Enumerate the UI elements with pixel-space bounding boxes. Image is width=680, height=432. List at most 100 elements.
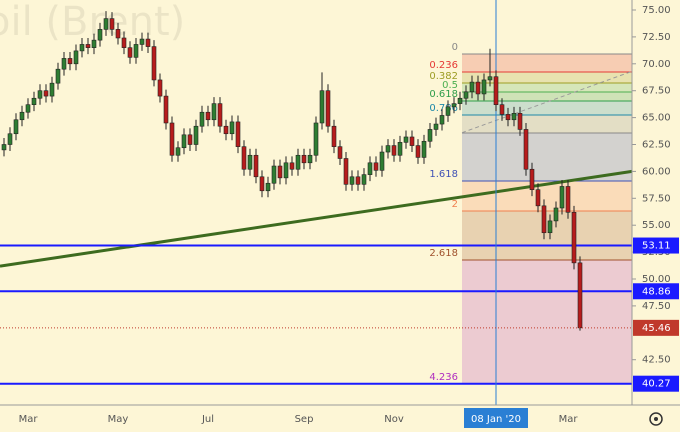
candle-body (25, 104, 31, 113)
candle-body (355, 176, 361, 185)
gear-center[interactable] (654, 417, 658, 421)
candle-body (133, 44, 139, 58)
candle-body (451, 103, 457, 108)
candle-body (337, 146, 343, 159)
candle-body (85, 44, 91, 48)
candle-body (307, 154, 313, 164)
candle-body (283, 162, 289, 179)
fib-label: 0.618 (429, 89, 458, 100)
candle-body (43, 90, 49, 97)
candle-body (319, 90, 325, 124)
fib-label: 0.236 (429, 60, 458, 71)
candle-body (511, 113, 517, 121)
candle-body (469, 81, 475, 93)
price-level-label: 53.11 (642, 241, 671, 252)
candle-body (169, 122, 175, 156)
y-tick-label: 60.00 (642, 166, 671, 177)
candle-body (61, 58, 67, 70)
candle-body (541, 205, 547, 234)
fib-band (462, 132, 632, 181)
candle-body (7, 133, 13, 145)
candle-body (67, 58, 73, 65)
fib-label: 0.786 (429, 103, 458, 114)
candle-body (265, 182, 271, 192)
candle-body (547, 220, 553, 234)
y-tick-label: 62.50 (642, 140, 671, 151)
candle-body (175, 147, 181, 156)
fib-band (462, 115, 632, 133)
price-level-tag (633, 283, 679, 300)
candle-body (577, 262, 583, 329)
fib-label: 2.618 (429, 248, 458, 259)
candle-body (235, 121, 241, 147)
candle-body (205, 111, 211, 121)
fib-label: 0.5 (442, 80, 458, 91)
candle-body (73, 50, 79, 65)
candle-body (433, 123, 439, 130)
crosshair-tag (464, 408, 528, 428)
candle-body (229, 121, 235, 135)
y-tick-label: 47.50 (642, 301, 671, 312)
candle-body (373, 162, 379, 171)
candle-body (505, 114, 511, 121)
candle-body (517, 113, 523, 130)
candle-body (361, 174, 367, 185)
candle-body (289, 162, 295, 170)
candle-body (349, 176, 355, 185)
x-tick-label: Nov (384, 414, 404, 425)
candle-body (247, 154, 253, 170)
y-tick-label: 57.50 (642, 193, 671, 204)
candle-body (127, 47, 133, 58)
candle-body (565, 186, 571, 213)
candle-body (109, 18, 115, 30)
candle-body (277, 165, 283, 179)
candle-body (115, 29, 121, 39)
candle-body (415, 145, 421, 158)
candle-body (385, 145, 391, 153)
settings-icon[interactable] (649, 412, 663, 426)
candle-body (325, 90, 331, 127)
fib-label: 0 (452, 42, 458, 53)
candle-body (271, 165, 277, 184)
candle-body (199, 111, 205, 127)
candle-body (241, 146, 247, 170)
candle-body (187, 134, 193, 145)
candle-body (391, 145, 397, 156)
candle-body (121, 37, 127, 48)
gear[interactable] (649, 412, 663, 426)
x-tick-label: May (108, 414, 129, 425)
last-price-label: 45.46 (642, 323, 671, 334)
candle-body (493, 76, 499, 105)
price-level-tag (633, 237, 679, 254)
candle-body (475, 81, 481, 95)
candle-body (439, 115, 445, 125)
candle-body (163, 95, 169, 124)
price-level-tag (633, 375, 679, 392)
candle-body (529, 168, 535, 190)
fib-band (462, 71, 632, 83)
candle-body (91, 39, 97, 48)
y-tick-label: 70.00 (642, 59, 671, 70)
candle-body (151, 46, 157, 81)
candle-body (259, 176, 265, 192)
candle-body (193, 125, 199, 145)
candle-body (145, 38, 151, 47)
candle-body (97, 29, 103, 41)
candle-body (157, 79, 163, 97)
candle-body (223, 125, 229, 135)
fib-band (462, 54, 632, 72)
candle-body (181, 134, 187, 149)
candle-body (301, 154, 307, 164)
candle-body (253, 154, 259, 178)
fib-band (462, 211, 632, 260)
candle-body (1, 144, 7, 151)
candle-body (403, 136, 409, 143)
candle-body (331, 125, 337, 147)
fib-band (462, 180, 632, 212)
y-tick-label: 55.00 (642, 220, 671, 231)
y-tick-label: 50.00 (642, 274, 671, 285)
candle-body (49, 82, 55, 97)
candle-body (217, 103, 223, 127)
candle-body (553, 207, 559, 222)
